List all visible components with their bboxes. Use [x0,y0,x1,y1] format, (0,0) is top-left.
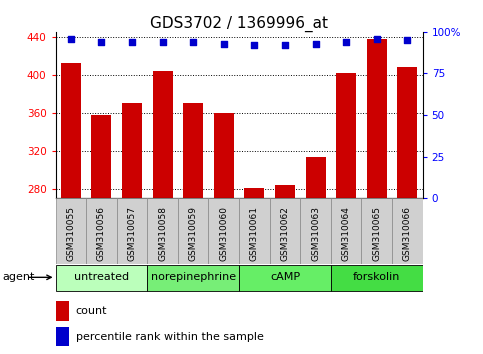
Bar [117,198,147,264]
Point [281,42,289,48]
Bar [367,39,387,354]
Bar [147,198,178,264]
Bar [300,198,331,264]
Point [342,39,350,45]
Bar [244,188,264,354]
Title: GDS3702 / 1369996_at: GDS3702 / 1369996_at [150,16,328,32]
Text: agent: agent [2,272,35,282]
Point [251,42,258,48]
Bar [398,67,417,354]
Text: GSM310061: GSM310061 [250,206,259,261]
Bar [56,265,147,291]
Bar [209,198,239,264]
Text: norepinephrine: norepinephrine [151,272,236,282]
Text: GSM310056: GSM310056 [97,206,106,261]
Point [98,39,105,45]
Text: GSM310066: GSM310066 [403,206,412,261]
Text: percentile rank within the sample: percentile rank within the sample [76,332,264,342]
Text: GSM310058: GSM310058 [158,206,167,261]
Bar [214,113,234,354]
Bar [336,73,356,354]
Point [67,36,75,41]
Bar [361,198,392,264]
Text: GSM310055: GSM310055 [66,206,75,261]
Bar [147,265,239,291]
Bar [91,115,112,354]
Text: GSM310057: GSM310057 [128,206,137,261]
Bar [331,265,423,291]
Point [312,41,319,46]
Bar [239,198,270,264]
Bar [183,103,203,354]
Text: untreated: untreated [74,272,129,282]
Point [220,41,227,46]
Bar [56,198,86,264]
Text: GSM310064: GSM310064 [341,206,351,261]
Bar [86,198,117,264]
Bar [178,198,209,264]
Bar [331,198,361,264]
Bar [56,301,70,321]
Text: GSM310062: GSM310062 [281,206,289,261]
Bar [61,63,81,354]
Text: GSM310060: GSM310060 [219,206,228,261]
Text: cAMP: cAMP [270,272,300,282]
Bar [122,103,142,354]
Point [159,39,167,45]
Text: forskolin: forskolin [353,272,400,282]
Bar [239,265,331,291]
Text: GSM310059: GSM310059 [189,206,198,261]
Text: GSM310065: GSM310065 [372,206,381,261]
Bar [275,185,295,354]
Point [128,39,136,45]
Bar [56,327,70,346]
Bar [392,198,423,264]
Bar [153,71,172,354]
Bar [306,158,326,354]
Point [189,39,197,45]
Text: GSM310063: GSM310063 [311,206,320,261]
Bar [270,198,300,264]
Point [403,37,411,43]
Text: count: count [76,306,107,316]
Point [373,36,381,41]
